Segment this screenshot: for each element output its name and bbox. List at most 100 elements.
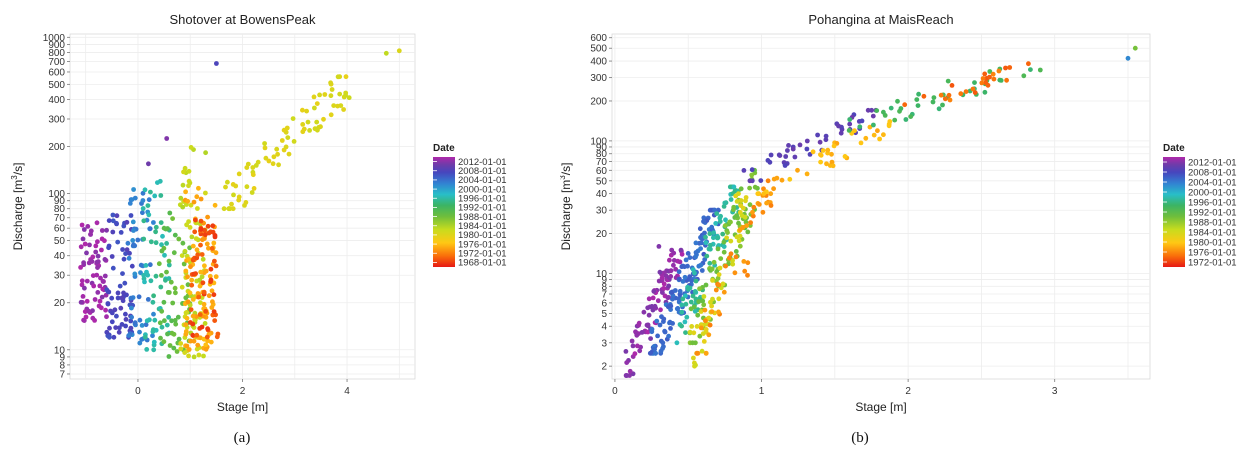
data-point — [93, 243, 99, 249]
data-point — [629, 338, 635, 344]
x-tick-label: 0 — [135, 386, 141, 397]
y-tick-label: 3 — [601, 338, 607, 349]
data-point — [703, 234, 708, 240]
data-point — [624, 360, 630, 365]
y-tick-label: 600 — [590, 33, 607, 44]
data-point — [902, 102, 908, 108]
legend: Date2012-01-012008-01-012004-01-012000-0… — [433, 143, 507, 269]
data-point — [191, 199, 197, 205]
data-point — [148, 239, 154, 245]
y-tick-label: 80 — [596, 149, 608, 160]
data-point — [158, 193, 164, 198]
legend-label: 2004-01-01 — [458, 175, 507, 186]
data-point — [159, 324, 165, 330]
data-point — [697, 226, 703, 232]
data-point — [963, 89, 969, 94]
data-point — [138, 262, 144, 268]
data-point — [312, 105, 317, 111]
data-point — [656, 278, 662, 284]
data-point — [676, 269, 682, 275]
data-point — [745, 260, 751, 266]
y-tick-label: 40 — [596, 189, 608, 200]
data-point — [737, 233, 743, 239]
data-point — [78, 299, 84, 305]
y-axis-title: Discharge [m3/s] — [560, 163, 573, 251]
data-point — [166, 290, 172, 295]
data-point — [174, 349, 180, 354]
data-point — [627, 368, 633, 374]
data-point — [172, 232, 178, 238]
data-point — [331, 103, 337, 108]
data-point — [650, 295, 656, 301]
data-point — [104, 227, 109, 233]
data-point — [117, 283, 123, 289]
data-point — [99, 294, 105, 300]
legend-label: 1976-01-01 — [1188, 247, 1237, 258]
data-point — [183, 329, 189, 334]
data-point — [223, 184, 228, 190]
data-point — [142, 279, 147, 285]
data-point — [383, 50, 389, 56]
data-point — [161, 245, 167, 251]
data-point — [84, 250, 89, 256]
data-point — [210, 223, 216, 229]
data-point — [958, 91, 964, 97]
data-point — [721, 289, 727, 295]
data-point — [131, 228, 136, 233]
y-tick-label: 4 — [601, 322, 607, 333]
data-point — [106, 289, 112, 295]
data-point — [709, 224, 715, 230]
data-point — [131, 187, 137, 192]
data-point — [985, 82, 991, 88]
data-point — [119, 295, 125, 301]
data-point — [947, 97, 953, 103]
data-point — [726, 255, 732, 261]
y-tick-label: 30 — [54, 271, 66, 282]
y-axis-title-exp: 3 — [10, 175, 19, 180]
data-point — [658, 307, 663, 313]
data-point — [197, 277, 203, 283]
data-point — [104, 314, 109, 320]
data-point — [1026, 61, 1031, 67]
data-point — [186, 168, 192, 174]
data-point — [673, 266, 679, 272]
data-point — [145, 297, 151, 302]
data-point — [212, 202, 218, 208]
data-point — [203, 309, 209, 314]
data-point — [731, 184, 737, 190]
data-point — [128, 318, 134, 324]
data-point — [191, 354, 197, 360]
y-tick-label: 20 — [596, 229, 608, 240]
data-point — [212, 318, 218, 323]
data-point — [723, 263, 728, 269]
y-tick-label: 6 — [601, 298, 607, 309]
data-point — [714, 211, 720, 217]
data-point — [105, 301, 111, 306]
data-point — [147, 262, 153, 268]
data-point — [343, 74, 349, 80]
y-tick-label: 900 — [48, 40, 65, 51]
data-point — [118, 305, 124, 311]
data-point — [691, 330, 697, 336]
data-point — [698, 325, 704, 331]
data-point — [206, 230, 212, 236]
data-point — [750, 213, 756, 219]
data-point — [655, 298, 661, 304]
y-tick-label: 20 — [54, 298, 66, 309]
data-point — [144, 347, 150, 352]
data-point — [881, 109, 886, 115]
data-point — [172, 285, 178, 291]
data-point — [648, 336, 653, 341]
data-point — [858, 140, 864, 146]
y-tick-label: 600 — [48, 67, 65, 78]
data-point — [724, 235, 729, 241]
data-point — [153, 240, 159, 246]
data-point — [730, 261, 736, 267]
data-point — [701, 302, 707, 308]
data-point — [120, 271, 125, 276]
data-point — [100, 286, 106, 292]
data-point — [818, 152, 823, 158]
legend-label: 1992-01-01 — [458, 203, 507, 214]
data-point — [79, 222, 85, 228]
data-point — [702, 307, 708, 313]
